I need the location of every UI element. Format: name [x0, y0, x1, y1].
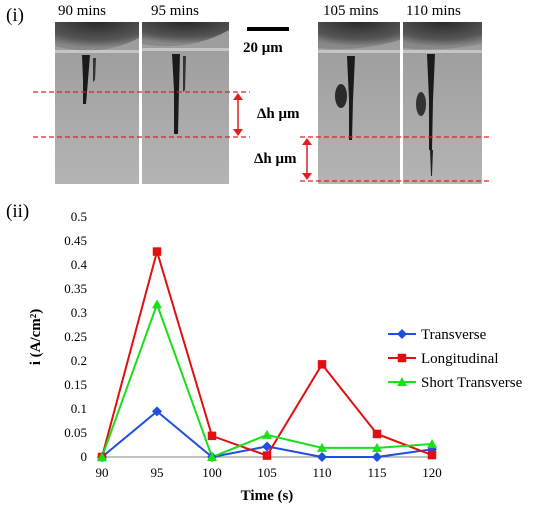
- data-point-longitudinal: [262, 451, 272, 460]
- series-lines: [101, 247, 433, 459]
- x-tick-label: 110: [312, 465, 331, 480]
- y-tick-label: 0.35: [64, 281, 87, 296]
- legend-marker-longitudinal: [397, 353, 407, 363]
- data-point-short-transverse: [262, 429, 272, 439]
- data-point-short-transverse: [207, 452, 217, 461]
- x-tick-label: 100: [202, 465, 222, 480]
- y-tick-label: 0.4: [71, 257, 88, 272]
- legend-label-short-transverse: Short Transverse: [421, 375, 523, 391]
- frame-label-110: 110 mins: [406, 3, 461, 19]
- chart: 00.050.10.150.20.250.30.350.40.450.5 90 9…: [28, 209, 523, 504]
- series-line-longitudinal: [101, 247, 433, 458]
- legend: Transverse Longitudinal Short Transverse: [388, 327, 523, 391]
- series-markers: [97, 247, 437, 462]
- micrograph-110-mins: [403, 22, 482, 184]
- y-tick-label: 0: [81, 449, 88, 464]
- delta-h-arrow-1: [233, 93, 243, 136]
- micrograph-95-mins: [142, 22, 229, 184]
- scale-bar: [247, 27, 289, 31]
- x-tick-label: 95: [151, 465, 164, 480]
- micrograph-105-mins: [318, 22, 400, 184]
- y-tick-label: 0.3: [71, 305, 87, 320]
- scale-bar-label: 20 μm: [243, 40, 283, 56]
- y-tick-label: 0.5: [71, 209, 87, 224]
- legend-marker-short-transverse: [397, 377, 407, 386]
- dashed-guides: [33, 91, 490, 182]
- data-point-short-transverse: [427, 439, 437, 449]
- delta-h-label-2: Δh μm: [254, 151, 297, 167]
- y-tick-label: 0.45: [64, 233, 87, 248]
- panel-i-label: (i): [6, 5, 24, 26]
- y-tick-label: 0.1: [71, 401, 87, 416]
- data-point-short-transverse: [372, 442, 382, 452]
- data-point-longitudinal: [207, 431, 217, 441]
- x-axis-label: Time (s): [241, 488, 294, 504]
- x-tick-label: 115: [367, 465, 386, 480]
- y-tick-label: 0.05: [64, 425, 87, 440]
- y-tick-label: 0.25: [64, 329, 87, 344]
- frame-label-105: 105 mins: [323, 3, 379, 19]
- y-tick-label: 0.2: [71, 353, 87, 368]
- data-point-short-transverse: [97, 452, 107, 461]
- y-tick-labels: 0 0.05 0.1 0.15 0.2 0.25 0.3 0.35 0.4 0.45 0.5: [64, 209, 87, 464]
- data-point-longitudinal: [152, 247, 162, 256]
- y-axis-label: i (A/cm²): [28, 309, 44, 366]
- legend-label-longitudinal: Longitudinal: [421, 351, 499, 367]
- data-point-longitudinal: [372, 429, 382, 439]
- data-point-transverse: [317, 452, 327, 462]
- micrograph-90-mins: [55, 22, 139, 184]
- data-point-short-transverse: [152, 299, 162, 309]
- x-tick-labels: 90 95 100 105 110 115 120: [96, 465, 442, 480]
- panel-ii-label: (ii): [6, 201, 29, 222]
- legend-marker-transverse: [397, 329, 407, 339]
- x-tick-label: 90: [96, 465, 109, 480]
- data-point-transverse: [152, 406, 162, 417]
- x-tick-label: 105: [257, 465, 277, 480]
- legend-label-transverse: Transverse: [421, 327, 487, 343]
- y-tick-label: 0.15: [64, 377, 87, 392]
- frame-label-95: 95 mins: [151, 3, 199, 19]
- data-point-transverse: [262, 441, 272, 452]
- frame-label-90: 90 mins: [58, 3, 106, 19]
- data-point-longitudinal: [427, 450, 437, 460]
- data-point-longitudinal: [317, 360, 327, 369]
- delta-h-label-1: Δh μm: [257, 106, 300, 122]
- data-point-short-transverse: [317, 442, 327, 452]
- x-tick-label: 120: [422, 465, 442, 480]
- delta-h-arrow-2: [302, 138, 312, 180]
- data-point-transverse: [372, 452, 382, 462]
